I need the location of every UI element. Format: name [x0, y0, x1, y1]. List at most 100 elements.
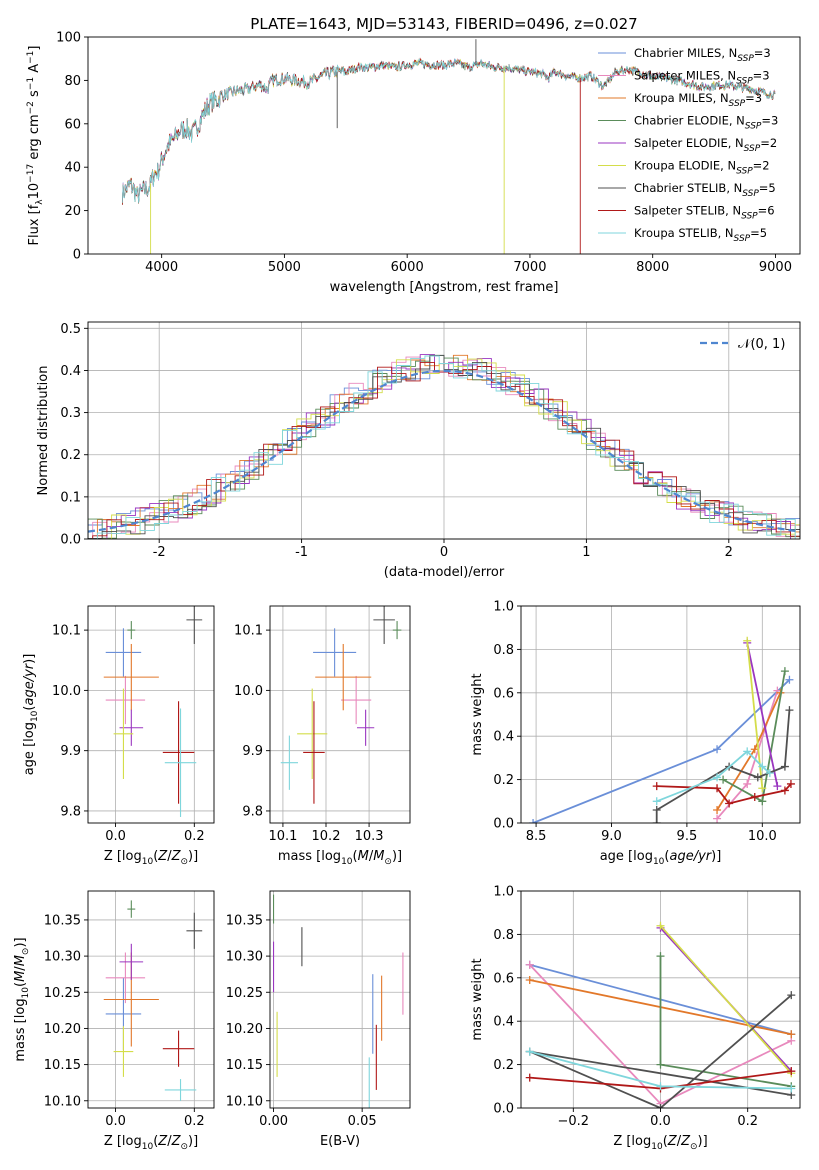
- spectrum-line: [122, 57, 776, 203]
- label-part: =3: [745, 91, 762, 105]
- label-part: Z [log: [613, 1134, 651, 1149]
- y-tick-label: 10.10: [226, 1094, 263, 1109]
- label-part: Flux [f: [27, 204, 42, 245]
- weight-marker: [725, 799, 734, 808]
- label-part: M: [13, 955, 28, 966]
- y-tick-label: 10.30: [44, 950, 81, 965]
- axes-frame: [269, 605, 411, 824]
- label-part: Kroupa ELODIE, N: [634, 159, 736, 173]
- label-part: )]: [22, 654, 37, 664]
- legend-label: Kroupa STELIB, NSSP=5: [634, 226, 767, 244]
- label-part: 10: [30, 710, 40, 722]
- plot-area: [529, 636, 795, 823]
- x-tick-label: 0.00: [259, 1114, 288, 1129]
- y-tick-label: 10.25: [44, 986, 81, 1001]
- label-part: Z: [680, 1134, 691, 1149]
- y-tick-label: 0.4: [493, 1015, 514, 1030]
- label-part: λ: [35, 199, 45, 205]
- label-part: SSP: [741, 212, 758, 222]
- y-tick-label: 9.8: [60, 804, 81, 819]
- label-part: (: [153, 849, 158, 864]
- weight-marker: [758, 762, 767, 771]
- plot-area: [103, 900, 203, 1101]
- weight-marker: [656, 952, 665, 961]
- x-tick-label: 8.5: [526, 829, 547, 844]
- label-part: Z [log: [104, 849, 142, 864]
- label-part: (: [353, 849, 358, 864]
- label-part: ⊙: [180, 1142, 188, 1152]
- label-part: SSP: [736, 167, 753, 177]
- legend-label: Salpeter STELIB, NSSP=6: [634, 204, 775, 222]
- y-tick-label: 10.0: [52, 684, 81, 699]
- label-part: A: [27, 64, 42, 77]
- normal-curve: [88, 369, 800, 533]
- y-tick-label: 10.30: [226, 950, 263, 965]
- y-tick-label: 0.0: [60, 533, 81, 548]
- weight-marker: [773, 782, 782, 791]
- weight-marker: [713, 805, 722, 814]
- label-part: ⊙: [384, 857, 392, 867]
- label-part: SSP: [736, 77, 753, 87]
- x-tick-label: 0.05: [348, 1114, 377, 1129]
- y-axis-label: mass weight: [470, 958, 485, 1040]
- label-part: Kroupa STELIB, N: [634, 226, 734, 240]
- legend-label: Chabrier ELODIE, NSSP=3: [634, 114, 778, 132]
- weight-marker: [787, 1084, 796, 1093]
- weight-marker: [525, 975, 534, 984]
- label-part: Chabrier STELIB, N: [634, 181, 742, 195]
- label-part: =3: [754, 46, 771, 60]
- x-tick-label: 7000: [513, 260, 546, 275]
- weight-marker: [750, 792, 759, 801]
- weight-line: [656, 783, 792, 805]
- figure-title: PLATE=1643, MJD=53143, FIBERID=0496, z=0…: [250, 15, 637, 33]
- plot-area: [88, 354, 800, 539]
- label-part: erg cm: [27, 114, 42, 163]
- weight-marker: [713, 745, 722, 754]
- label-part: SSP: [745, 122, 762, 132]
- weight-marker: [652, 805, 661, 814]
- label-part: (: [153, 1134, 158, 1149]
- y-axis-label: mass weight: [470, 673, 485, 755]
- axes-frame: [87, 36, 801, 255]
- label-part: )]: [13, 937, 28, 947]
- y-tick-label: 100: [56, 31, 81, 46]
- y-tick-label: 0.1: [60, 490, 81, 505]
- label-part: Kroupa MILES, N: [634, 91, 729, 105]
- axes-z-age: 0.0 0.2 9.8 9.9 10.0 10.1: [52, 605, 215, 844]
- y-tick-label: 0.3: [60, 406, 81, 421]
- label-part: =6: [758, 204, 775, 218]
- weight-marker: [743, 747, 752, 756]
- label-part: ⊙: [180, 857, 188, 867]
- label-part: 10: [142, 1142, 154, 1152]
- weight-marker: [652, 819, 661, 823]
- plot-area: [103, 606, 203, 817]
- label-part: 10: [21, 987, 31, 999]
- histogram-series: [88, 355, 800, 539]
- axes-age-weight: 8.5 9.0 9.5 10.0 0.0 0.2 0.4 0.6 0.8 1.0: [493, 600, 801, 844]
- y-tick-label: 0.6: [493, 971, 514, 986]
- x-axis-label: wavelength [Angstrom, rest frame]: [330, 280, 559, 295]
- label-part: SSP: [737, 54, 754, 64]
- weight-line: [529, 994, 792, 1108]
- y-tick-label: 0.0: [493, 817, 514, 832]
- y-axis-label: Normed distribution: [36, 366, 51, 496]
- label-part: =3: [753, 69, 770, 83]
- weight-marker: [713, 784, 722, 793]
- legend-label: Chabrier MILES, NSSP=3: [634, 46, 771, 64]
- weight-marker: [656, 1104, 665, 1108]
- y-tick-label: 80: [64, 74, 81, 89]
- y-tick-label: 0.2: [60, 448, 81, 463]
- label-part: Salpeter MILES, N: [634, 69, 736, 83]
- y-tick-label: 0.2: [493, 1058, 514, 1073]
- label-part: SSP: [734, 234, 751, 244]
- y-tick-label: 0: [73, 248, 81, 263]
- weight-marker: [743, 779, 752, 788]
- y-tick-label: 9.8: [242, 804, 263, 819]
- weight-marker: [765, 769, 774, 778]
- x-axis-label: Z [log10(Z/Z⊙)]: [104, 849, 198, 867]
- weight-marker: [652, 782, 661, 791]
- label-part: 10: [651, 1142, 663, 1152]
- label-part: 10: [341, 857, 353, 867]
- legend-label: 𝒩(0, 1): [738, 337, 785, 352]
- y-tick-label: 10.1: [234, 624, 263, 639]
